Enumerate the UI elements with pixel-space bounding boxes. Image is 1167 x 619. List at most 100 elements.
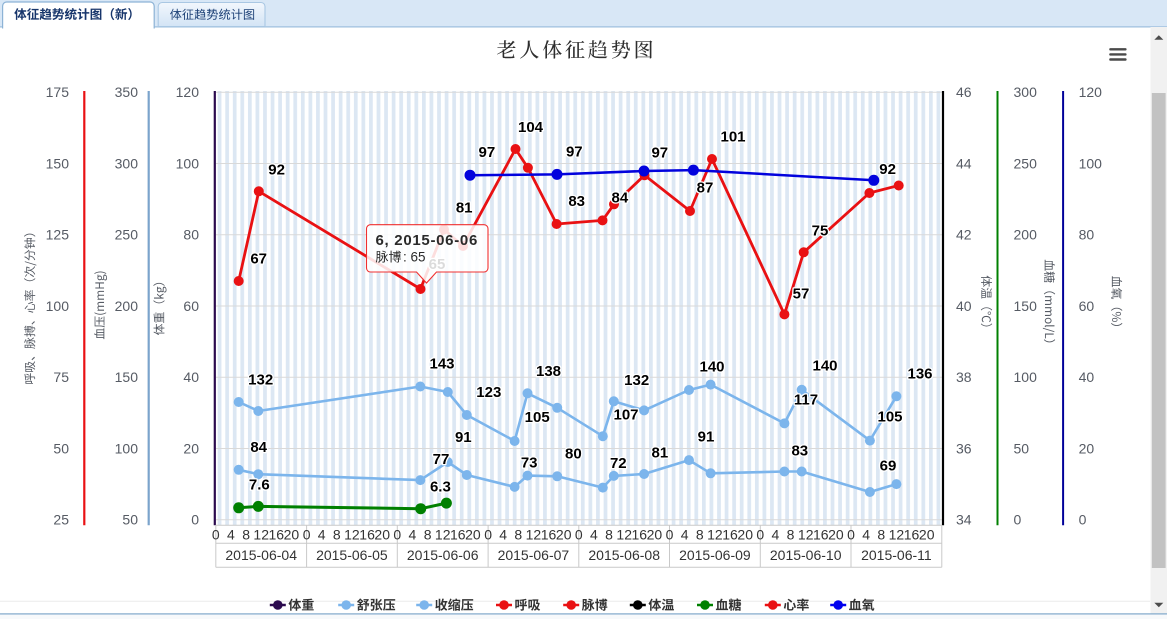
- svg-text:60: 60: [183, 298, 199, 314]
- svg-text:4: 4: [318, 526, 326, 542]
- svg-text:132: 132: [248, 371, 273, 388]
- svg-text:16: 16: [541, 526, 557, 542]
- svg-text:136: 136: [907, 365, 932, 382]
- svg-text:42: 42: [956, 227, 972, 243]
- svg-text:16: 16: [450, 526, 466, 542]
- svg-text:150: 150: [115, 369, 139, 385]
- svg-text:8: 8: [333, 526, 341, 542]
- svg-text:104: 104: [518, 119, 544, 136]
- svg-text:0: 0: [1079, 512, 1087, 528]
- svg-text:8: 8: [696, 526, 704, 542]
- svg-text:20: 20: [374, 526, 390, 542]
- svg-text:92: 92: [879, 161, 896, 178]
- svg-text:200: 200: [1014, 227, 1038, 243]
- svg-text:100: 100: [115, 440, 139, 456]
- svg-text:100: 100: [1014, 369, 1038, 385]
- svg-text:350: 350: [115, 84, 139, 100]
- svg-text:132: 132: [624, 372, 649, 389]
- svg-text:81: 81: [456, 200, 473, 217]
- svg-text:40: 40: [956, 298, 972, 314]
- svg-text:80: 80: [183, 227, 199, 243]
- svg-text:46: 46: [956, 84, 972, 100]
- svg-text:125: 125: [46, 227, 70, 243]
- svg-text:250: 250: [1014, 155, 1038, 171]
- svg-text:16: 16: [722, 526, 738, 542]
- svg-text:83: 83: [791, 443, 808, 460]
- svg-text:20: 20: [1079, 440, 1095, 456]
- svg-text:81: 81: [652, 444, 669, 461]
- svg-text:12: 12: [435, 526, 451, 542]
- svg-text:2015-06-04: 2015-06-04: [225, 547, 297, 563]
- svg-text:4: 4: [681, 526, 689, 542]
- svg-text:100: 100: [176, 155, 200, 171]
- svg-text:91: 91: [698, 428, 715, 445]
- svg-text:300: 300: [115, 155, 139, 171]
- svg-text:57: 57: [793, 285, 810, 302]
- svg-text:16: 16: [813, 526, 829, 542]
- svg-text:12: 12: [707, 526, 723, 542]
- svg-text:12: 12: [344, 526, 360, 542]
- svg-text:67: 67: [250, 250, 267, 267]
- svg-text:100: 100: [1079, 155, 1103, 171]
- svg-text:300: 300: [1014, 84, 1038, 100]
- svg-text:101: 101: [720, 128, 745, 145]
- svg-text:2015-06-11: 2015-06-11: [861, 547, 932, 563]
- svg-text:140: 140: [699, 358, 724, 375]
- svg-text:77: 77: [433, 451, 450, 468]
- svg-text:25: 25: [53, 512, 69, 528]
- svg-text:97: 97: [566, 143, 583, 160]
- svg-text:72: 72: [610, 455, 627, 472]
- svg-text:40: 40: [183, 369, 199, 385]
- svg-text:20: 20: [465, 526, 481, 542]
- svg-text:36: 36: [956, 440, 972, 456]
- svg-text:20: 20: [556, 526, 572, 542]
- svg-text:87: 87: [697, 179, 714, 196]
- svg-text:250: 250: [115, 227, 139, 243]
- svg-text:117: 117: [794, 391, 818, 408]
- svg-text:50: 50: [53, 440, 69, 456]
- svg-text:12: 12: [253, 526, 269, 542]
- svg-text:4: 4: [862, 526, 870, 542]
- svg-text:120: 120: [176, 84, 200, 100]
- svg-text:50: 50: [122, 512, 138, 528]
- svg-text:2015-06-08: 2015-06-08: [588, 547, 660, 563]
- svg-text:44: 44: [956, 155, 972, 171]
- svg-text:6, 2015-06-06: 6, 2015-06-06: [376, 232, 479, 249]
- svg-text:16: 16: [269, 526, 285, 542]
- svg-text:120: 120: [1079, 84, 1103, 100]
- svg-text:12: 12: [889, 526, 905, 542]
- svg-text:50: 50: [1014, 440, 1030, 456]
- svg-text:100: 100: [46, 298, 70, 314]
- svg-text:0: 0: [212, 526, 220, 542]
- svg-text:0: 0: [666, 526, 674, 542]
- svg-text:6.3: 6.3: [430, 479, 451, 496]
- svg-text:8: 8: [605, 526, 613, 542]
- svg-text:20: 20: [183, 440, 199, 456]
- svg-text:4: 4: [772, 526, 780, 542]
- svg-text:175: 175: [46, 84, 70, 100]
- svg-text:20: 20: [647, 526, 663, 542]
- svg-text:69: 69: [880, 457, 897, 474]
- svg-text:20: 20: [828, 526, 844, 542]
- svg-text:0: 0: [847, 526, 855, 542]
- svg-text:8: 8: [514, 526, 522, 542]
- svg-text:7.6: 7.6: [249, 476, 270, 493]
- svg-text:0: 0: [1014, 512, 1022, 528]
- svg-text:0: 0: [484, 526, 492, 542]
- svg-text:150: 150: [46, 155, 70, 171]
- svg-text:0: 0: [393, 526, 401, 542]
- svg-text:0: 0: [303, 526, 311, 542]
- svg-text:20: 20: [737, 526, 753, 542]
- svg-text:138: 138: [536, 363, 561, 380]
- svg-text:4: 4: [409, 526, 417, 542]
- svg-text:97: 97: [651, 144, 668, 161]
- svg-text:123: 123: [476, 384, 501, 401]
- svg-text:0: 0: [756, 526, 764, 542]
- svg-text:107: 107: [613, 407, 638, 424]
- svg-text:16: 16: [632, 526, 648, 542]
- svg-text:83: 83: [568, 193, 585, 210]
- svg-text:8: 8: [424, 526, 432, 542]
- svg-text:4: 4: [227, 526, 235, 542]
- svg-text:0: 0: [191, 512, 199, 528]
- svg-text:84: 84: [250, 439, 267, 456]
